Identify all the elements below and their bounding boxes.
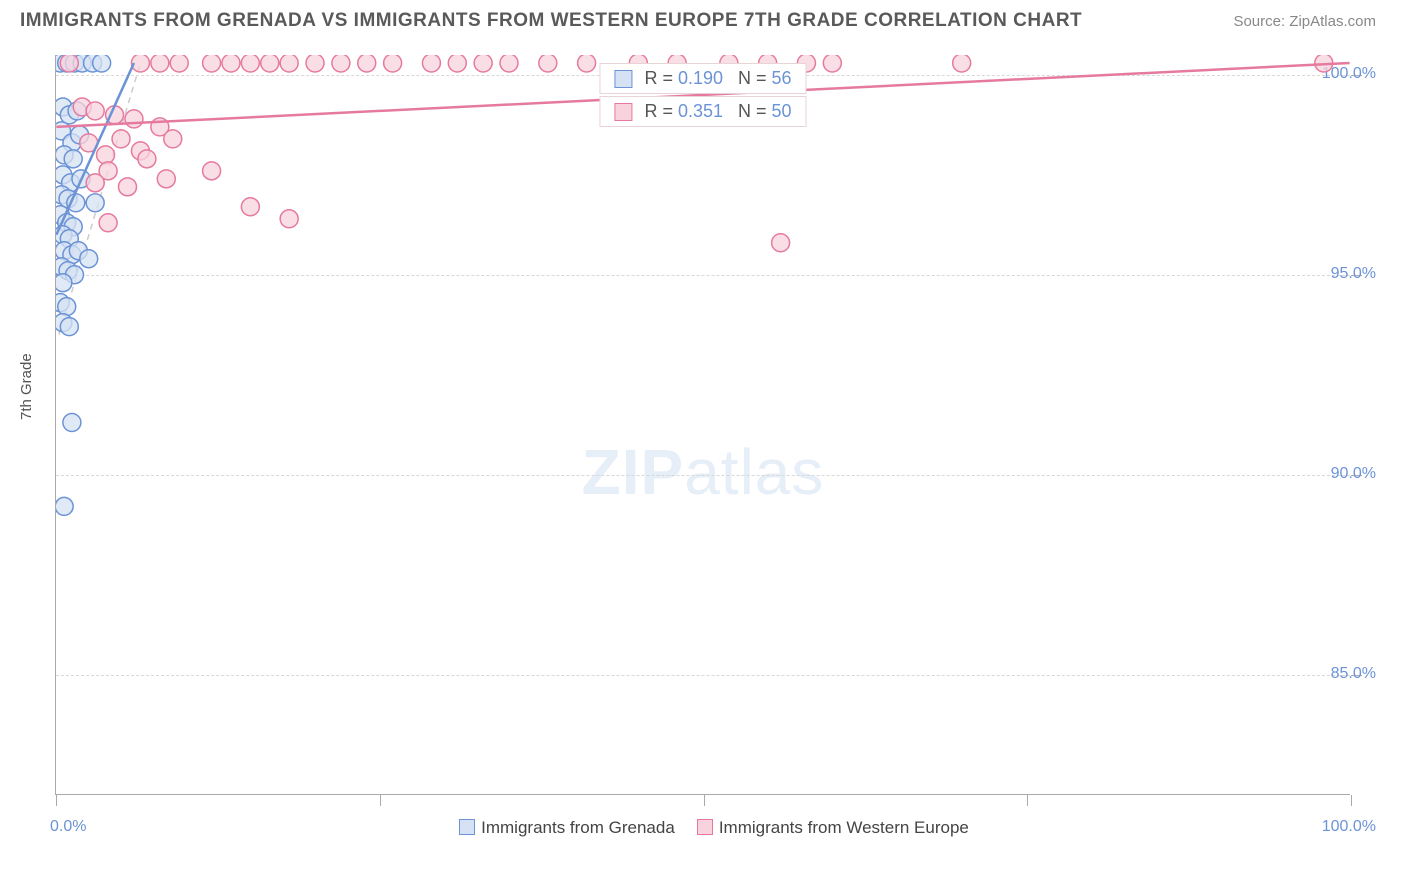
scatter-point	[448, 55, 466, 72]
scatter-point	[63, 414, 81, 432]
scatter-point	[99, 214, 117, 232]
y-axis-label: 7th Grade	[18, 353, 35, 420]
scatter-point	[64, 150, 82, 168]
legend-r-value: 0.351	[678, 101, 723, 122]
correlation-legend-row: R = 0.351 N = 50	[599, 96, 806, 127]
scatter-point	[241, 55, 259, 72]
scatter-point	[93, 55, 111, 72]
scatter-point	[203, 162, 221, 180]
scatter-point	[60, 55, 78, 72]
legend-n-label: N =	[723, 68, 772, 89]
chart-source: Source: ZipAtlas.com	[1233, 13, 1376, 30]
scatter-point	[280, 210, 298, 228]
scatter-point	[58, 298, 76, 316]
scatter-point	[125, 110, 143, 128]
legend-n-value: 56	[772, 68, 792, 89]
chart-plot-area: ZIPatlas R = 0.190 N = 56R = 0.351 N = 5…	[55, 55, 1350, 795]
legend-swatch	[614, 103, 632, 121]
scatter-point	[261, 55, 279, 72]
scatter-point	[280, 55, 298, 72]
scatter-point	[164, 130, 182, 148]
scatter-point	[384, 55, 402, 72]
scatter-point	[203, 55, 221, 72]
scatter-point	[112, 130, 130, 148]
scatter-point	[578, 55, 596, 72]
x-tick	[1351, 795, 1352, 806]
scatter-plot-svg	[56, 55, 1350, 794]
legend-series-label: Immigrants from Western Europe	[719, 818, 969, 837]
scatter-point	[222, 55, 240, 72]
scatter-point	[97, 146, 115, 164]
scatter-point	[539, 55, 557, 72]
correlation-legend-row: R = 0.190 N = 56	[599, 63, 806, 94]
scatter-point	[306, 55, 324, 72]
scatter-point	[953, 55, 971, 72]
scatter-point	[138, 150, 156, 168]
scatter-point	[157, 170, 175, 188]
x-tick	[1027, 795, 1028, 806]
scatter-point	[422, 55, 440, 72]
correlation-legend: R = 0.190 N = 56R = 0.351 N = 50	[599, 63, 806, 129]
legend-n-value: 50	[772, 101, 792, 122]
series-legend: Immigrants from Grenada Immigrants from W…	[0, 818, 1406, 838]
x-tick	[704, 795, 705, 806]
legend-n-label: N =	[723, 101, 772, 122]
x-tick	[56, 795, 57, 806]
legend-r-label: R =	[644, 68, 678, 89]
chart-header: IMMIGRANTS FROM GRENADA VS IMMIGRANTS FR…	[0, 0, 1406, 42]
legend-swatch	[614, 70, 632, 88]
scatter-point	[500, 55, 518, 72]
scatter-point	[86, 194, 104, 212]
scatter-point	[823, 55, 841, 72]
legend-r-label: R =	[644, 101, 678, 122]
scatter-point	[56, 274, 72, 292]
scatter-point	[241, 198, 259, 216]
scatter-point	[332, 55, 350, 72]
legend-swatch	[697, 819, 713, 835]
scatter-point	[358, 55, 376, 72]
scatter-point	[151, 55, 169, 72]
scatter-point	[86, 174, 104, 192]
legend-swatch	[459, 819, 475, 835]
legend-r-value: 0.190	[678, 68, 723, 89]
scatter-point	[170, 55, 188, 72]
scatter-point	[86, 102, 104, 120]
scatter-point	[119, 178, 137, 196]
chart-title: IMMIGRANTS FROM GRENADA VS IMMIGRANTS FR…	[20, 10, 1082, 32]
scatter-point	[60, 318, 78, 336]
legend-series-label: Immigrants from Grenada	[481, 818, 675, 837]
scatter-point	[474, 55, 492, 72]
scatter-point	[56, 497, 73, 515]
x-tick	[380, 795, 381, 806]
scatter-point	[772, 234, 790, 252]
scatter-point	[80, 250, 98, 268]
